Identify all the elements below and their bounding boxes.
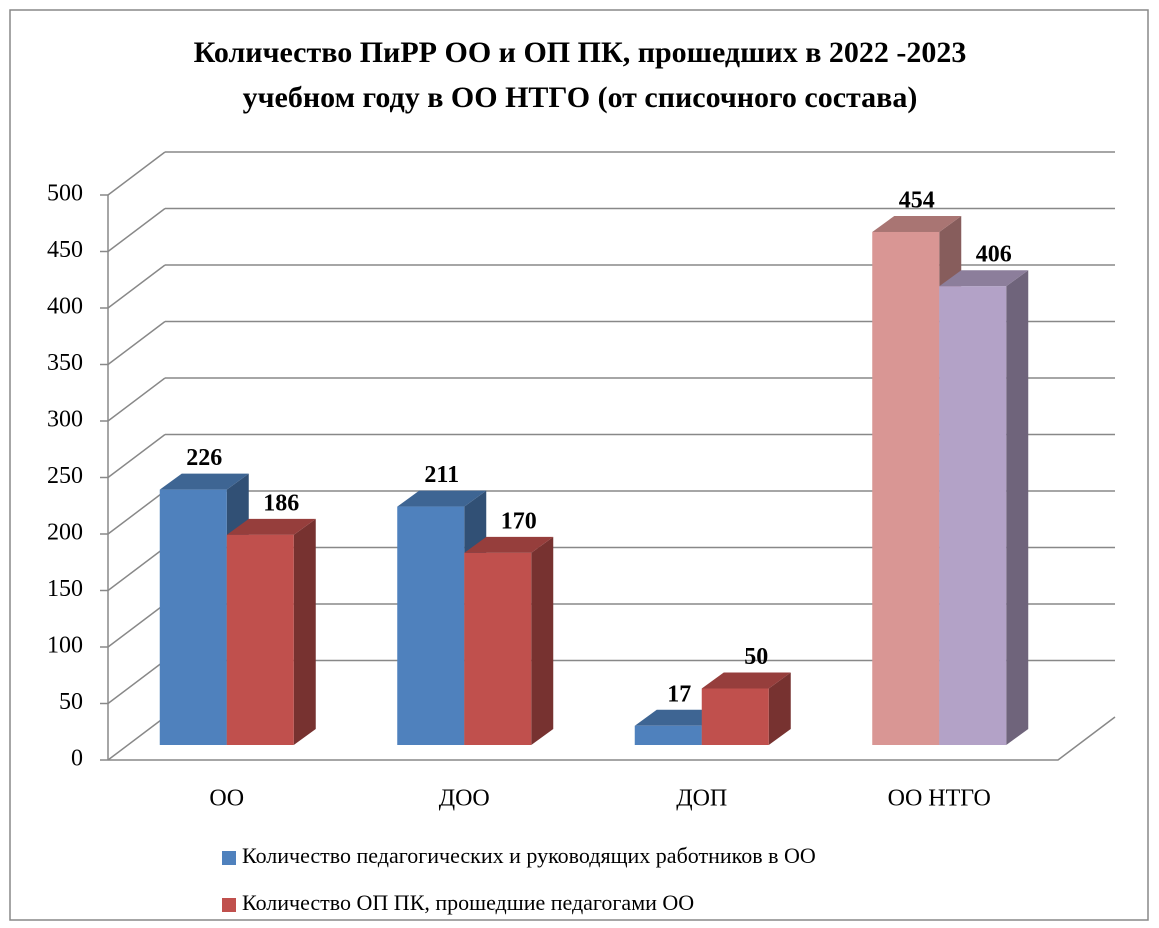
grid-line — [107, 490, 166, 535]
bar-top — [872, 215, 962, 232]
bar-top — [159, 473, 249, 490]
data-label: 17 — [667, 681, 691, 707]
bar-side — [531, 536, 554, 745]
bar-top — [397, 490, 487, 507]
grid-line — [107, 546, 166, 592]
bar — [872, 231, 940, 746]
data-label: 211 — [424, 462, 459, 488]
x-tick-label: ДОО — [439, 786, 490, 812]
legend-swatch — [222, 898, 236, 912]
x-tick-label: ОО — [209, 786, 244, 812]
bar — [939, 286, 1007, 745]
data-label: 406 — [976, 242, 1012, 268]
data-label: 186 — [263, 490, 299, 516]
grid-line — [107, 207, 166, 253]
grid-line — [107, 151, 166, 196]
bar — [226, 534, 294, 745]
y-tick-label: 500 — [47, 181, 83, 207]
bar — [159, 489, 227, 745]
legend-label: Количество ОП ПК, прошедшие педагогами О… — [242, 890, 694, 915]
data-label: 454 — [899, 187, 935, 213]
y-tick-label: 350 — [47, 350, 83, 376]
grid-line — [107, 716, 166, 761]
bar-side — [1006, 270, 1029, 745]
bar-top — [464, 536, 554, 553]
grid-line — [107, 659, 166, 705]
bar-top — [226, 518, 316, 535]
x-tick-label: ОО НТГО — [888, 786, 991, 812]
y-tick-label: 0 — [71, 746, 83, 772]
bar-top — [701, 672, 791, 689]
grid-line — [107, 264, 166, 309]
grid-line — [107, 603, 166, 648]
chart-subtitle: учебном году в ОО НТГО (от списочного со… — [243, 81, 918, 114]
x-tick-label: ДОП — [676, 786, 727, 812]
y-tick-label: 400 — [47, 294, 83, 320]
y-tick-label: 100 — [47, 633, 83, 659]
bar — [701, 688, 769, 745]
bar — [464, 552, 532, 745]
data-label: 50 — [744, 644, 768, 670]
grid-line — [107, 377, 166, 422]
data-label: 170 — [501, 508, 537, 534]
chart-title: Количество ПиРР ОО и ОП ПК, прошедших в … — [194, 36, 967, 69]
bar — [397, 506, 465, 745]
y-tick-label: 50 — [59, 689, 83, 715]
y-tick-label: 450 — [47, 237, 83, 263]
legend-label: Количество педагогических и руководящих … — [242, 843, 816, 868]
bar-top — [939, 270, 1029, 287]
bar-side — [768, 672, 791, 745]
legend-swatch — [222, 851, 236, 865]
y-tick-label: 250 — [47, 463, 83, 489]
y-tick-label: 200 — [47, 520, 83, 546]
floor-edge — [108, 716, 1116, 761]
y-tick-label: 150 — [47, 576, 83, 602]
data-label: 226 — [186, 445, 222, 471]
grid-line — [107, 433, 166, 479]
bar — [634, 725, 702, 745]
bar-top — [634, 709, 724, 726]
y-tick-label: 300 — [47, 407, 83, 433]
bar-side — [293, 518, 316, 745]
grid-line — [107, 320, 166, 366]
